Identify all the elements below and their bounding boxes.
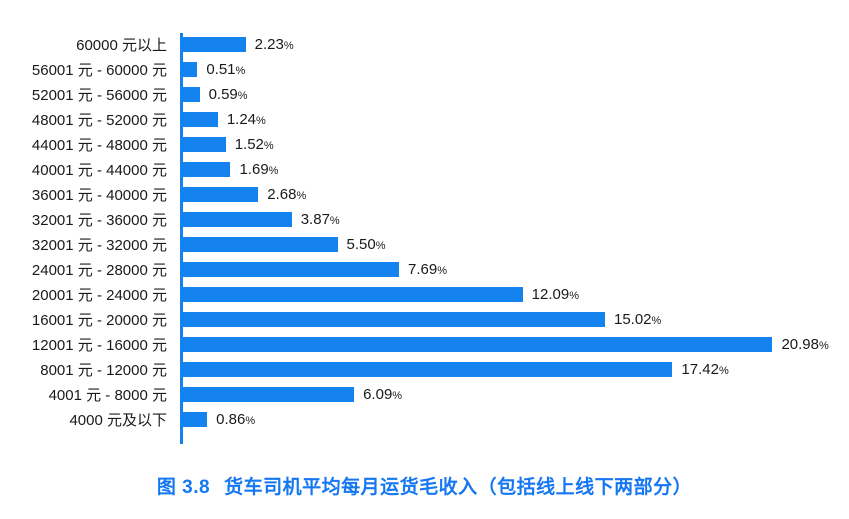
bar [183, 112, 218, 127]
bar-row: 36001 元 - 40000 元 2.68% [0, 182, 849, 207]
value-label: 17.42% [681, 361, 729, 378]
percent-sign: % [718, 365, 729, 377]
bar-row: 40001 元 - 44000 元 1.69% [0, 157, 849, 182]
bar [183, 62, 198, 77]
value-label: 6.09% [363, 386, 403, 403]
y-axis-line [180, 33, 183, 444]
bar [183, 312, 605, 327]
percent-sign: % [569, 290, 579, 302]
bar [183, 337, 773, 352]
bar-row: 60000 元以上 2.23% [0, 32, 849, 57]
category-label: 32001 元 - 32000 元 [31, 237, 167, 254]
value-label: 3.87% [300, 211, 340, 228]
value-label: 7.69% [408, 261, 448, 278]
bar-row: 12001 元 - 16000 元 20.98% [0, 332, 849, 357]
category-label: 16001 元 - 20000 元 [31, 312, 167, 329]
bar [183, 87, 200, 102]
bar-row: 24001 元 - 28000 元 7.69% [0, 257, 849, 282]
value-label: 0.86% [216, 411, 256, 428]
percent-sign: % [375, 240, 386, 252]
bar-row: 8001 元 - 12000 元 17.42% [0, 357, 849, 382]
percent-sign: % [651, 315, 662, 327]
bar [183, 237, 338, 252]
category-label: 40001 元 - 44000 元 [31, 162, 167, 179]
category-label: 48001 元 - 52000 元 [31, 112, 167, 129]
value-label: 0.51% [206, 61, 246, 78]
category-label: 20001 元 - 24000 元 [31, 287, 167, 304]
value-label: 12.09% [531, 286, 579, 303]
bar [183, 212, 292, 227]
percent-sign: % [256, 115, 266, 127]
bar-row: 32001 元 - 36000 元 3.87% [0, 207, 849, 232]
percent-sign: % [392, 390, 403, 402]
bar [183, 362, 673, 377]
category-label: 32001 元 - 36000 元 [31, 212, 167, 229]
category-label: 60000 元以上 [76, 37, 167, 54]
value-label: 2.23% [254, 36, 294, 53]
bar [183, 187, 259, 202]
percent-sign: % [237, 90, 248, 102]
bar-row: 52001 元 - 56000 元 0.59% [0, 82, 849, 107]
percent-sign: % [329, 215, 340, 227]
percent-sign: % [263, 140, 274, 152]
bar-row: 4001 元 - 8000 元 6.09% [0, 382, 849, 407]
bar-chart: 60000 元以上 2.23% 56001 元 - 60000 元 0.51% 5200… [0, 32, 849, 432]
percent-sign: % [245, 415, 256, 427]
category-label: 4000 元及以下 [69, 412, 167, 429]
percent-sign: % [268, 165, 279, 177]
percent-sign: % [235, 65, 246, 77]
category-label: 12001 元 - 16000 元 [31, 337, 167, 354]
bar-row: 20001 元 - 24000 元 12.09% [0, 282, 849, 307]
percent-sign: % [296, 190, 307, 202]
bar-row: 32001 元 - 32000 元 5.50% [0, 232, 849, 257]
category-label: 8001 元 - 12000 元 [40, 362, 167, 379]
value-label: 5.50% [346, 236, 386, 253]
value-label: 1.69% [239, 161, 279, 178]
bar-row: 56001 元 - 60000 元 0.51% [0, 57, 849, 82]
percent-sign: % [283, 40, 294, 52]
value-label: 1.24% [226, 111, 266, 128]
bar [183, 412, 208, 427]
bar [183, 262, 400, 277]
bar [183, 387, 355, 402]
bar [183, 37, 246, 52]
category-label: 44001 元 - 48000 元 [31, 137, 167, 154]
figure-title: 货车司机平均每月运货毛收入（包括线上线下两部分） [224, 477, 693, 498]
bar [183, 137, 226, 152]
figure-caption: 图 3.8 货车司机平均每月运货毛收入（包括线上线下两部分） [0, 472, 849, 499]
bar-row: 4000 元及以下 0.86% [0, 407, 849, 432]
figure-number: 图 3.8 [156, 477, 211, 498]
category-label: 24001 元 - 28000 元 [31, 262, 167, 279]
bar-row: 48001 元 - 52000 元 1.24% [0, 107, 849, 132]
value-label: 1.52% [234, 136, 274, 153]
category-label: 56001 元 - 60000 元 [31, 62, 167, 79]
bar [183, 287, 523, 302]
value-label: 15.02% [613, 311, 662, 328]
category-label: 36001 元 - 40000 元 [31, 187, 167, 204]
category-label: 52001 元 - 56000 元 [31, 87, 167, 104]
bar [183, 162, 231, 177]
category-label: 4001 元 - 8000 元 [48, 387, 167, 404]
percent-sign: % [437, 265, 448, 277]
value-label: 2.68% [267, 186, 307, 203]
bar-row: 16001 元 - 20000 元 15.02% [0, 307, 849, 332]
percent-sign: % [818, 340, 829, 352]
bar-row: 44001 元 - 48000 元 1.52% [0, 132, 849, 157]
value-label: 20.98% [781, 336, 829, 353]
value-label: 0.59% [208, 86, 248, 103]
